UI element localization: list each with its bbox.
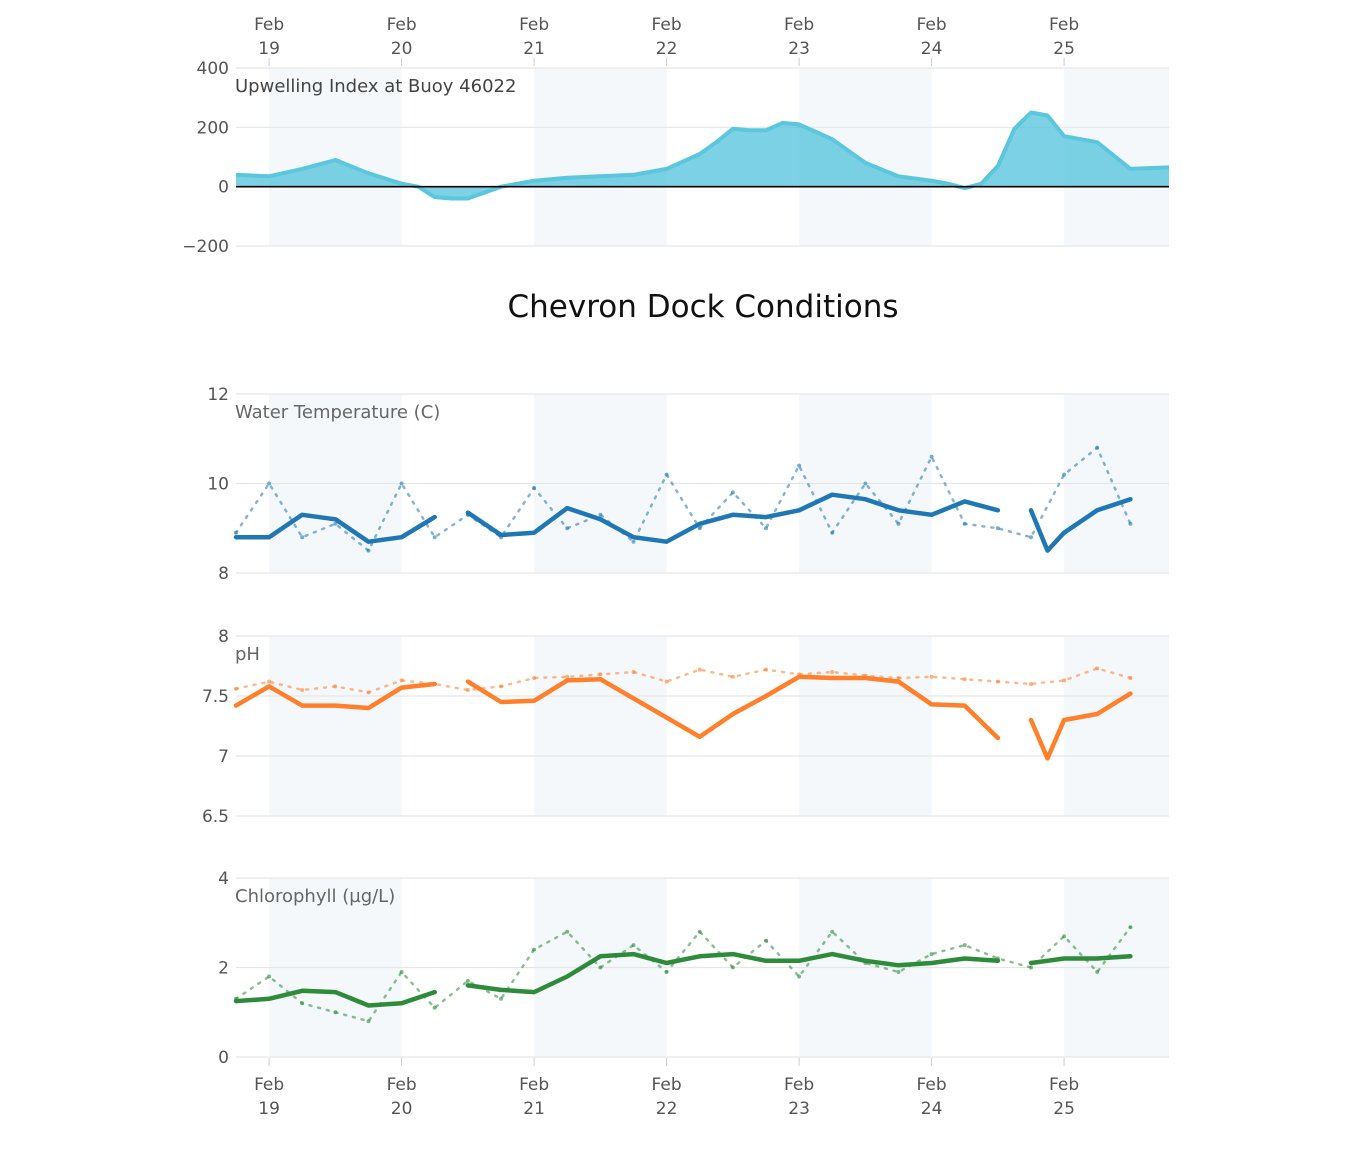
upwelling-shaded-band [534,68,667,246]
chlorophyll-smoothed-line [233,951,1133,1008]
ph-y-tick-label: 7.5 [202,687,229,707]
top-x-tick-month: Feb [519,15,549,35]
chlorophyll-raw-point [929,952,934,957]
ph-y-tick-label: 7 [218,747,229,767]
ph-y-tick-label: 8 [218,627,229,647]
top-x-tick-month: Feb [1049,15,1079,35]
temperature-y-tick-label: 8 [218,564,229,584]
bottom-x-tick-month: Feb [1049,1075,1079,1095]
chlorophyll-panel: 4 2 0 Chlorophyll (µg/L) [218,869,1169,1068]
chlorophyll-y-tick-label: 2 [218,959,229,979]
ph-shaded-band [534,636,667,816]
chlorophyll-raw-point [962,943,967,948]
ph-raw-line [234,667,1132,694]
temperature-y-tick-label: 12 [207,385,229,405]
temperature-raw-point [995,526,1000,531]
bottom-x-tick-month: Feb [652,1075,682,1095]
bottom-x-axis: Feb 19 Feb 20 Feb 21 Feb 22 Feb 23 Feb 24 Feb 25 [254,1058,1079,1119]
bottom-x-tick-month: Feb [917,1075,947,1095]
bottom-x-tick-month: Feb [784,1075,814,1095]
upwelling-y-tick-label: 200 [197,118,229,138]
temperature-y-tick-label: 10 [207,475,229,495]
chlorophyll-raw-point [896,970,901,974]
upwelling-shaded-band [269,68,402,246]
bottom-x-tick-month: Feb [387,1075,417,1095]
temperature-raw-point [267,481,272,486]
temperature-raw-point [432,535,437,540]
chlorophyll-y-tick-label: 0 [218,1048,229,1068]
chlorophyll-raw-point [995,956,1000,961]
upwelling-y-tick-label: −200 [182,237,229,257]
temperature-raw-point [333,521,338,526]
top-x-tick-month: Feb [917,15,947,35]
bottom-x-tick-day: 25 [1053,1099,1075,1119]
bottom-x-tick-day: 24 [921,1099,943,1119]
bottom-x-tick-day: 20 [391,1099,413,1119]
chlorophyll-raw-point [830,929,835,934]
top-x-tick-day: 21 [523,39,545,59]
temperature-raw-point [797,463,802,468]
upwelling-panel-title: Upwelling Index at Buoy 46022 [235,76,516,97]
ph-shaded-band [1064,636,1169,816]
top-x-tick-day: 23 [788,39,810,59]
upwelling-y-tick-label: 400 [197,59,229,79]
top-x-tick-day: 24 [921,39,943,59]
temperature-raw-point [631,539,636,544]
top-x-tick-month: Feb [254,15,284,35]
ph-shaded-band [799,636,932,816]
ph-raw-point [929,674,934,679]
chlorophyll-raw-point [465,978,470,983]
top-x-tick-day: 20 [391,39,413,59]
ph-panel-title: pH [235,644,260,665]
upwelling-y-tick-label: 0 [218,178,229,198]
temperature-panel-title: Water Temperature (C) [235,402,440,423]
ph-raw-point [1062,678,1067,683]
chlorophyll-y-tick-label: 4 [218,869,229,889]
temperature-raw-line [234,445,1132,553]
bottom-x-tick-month: Feb [519,1075,549,1095]
bottom-x-tick-day: 22 [656,1099,678,1119]
ph-raw-point [830,670,835,674]
ph-shaded-band [269,636,402,816]
temperature-raw-point [300,535,305,540]
ph-smoothed-line [233,674,1133,761]
temperature-raw-point [863,481,868,486]
bottom-x-tick-day: 23 [788,1099,810,1119]
upwelling-area [236,112,1169,199]
upwelling-panel: 400 200 0 −200 Upwelling Index at Buoy 46022 [182,59,1170,257]
page-title: Chevron Dock Conditions [507,289,898,325]
ph-y-tick-label: 6.5 [202,807,229,827]
temperature-raw-point [499,535,503,540]
top-x-tick-day: 22 [656,39,678,59]
ph-raw-point [432,682,437,686]
temperature-raw-point [929,454,934,459]
ph-raw-point [565,674,570,679]
bottom-x-tick-day: 21 [523,1099,545,1119]
top-x-tick-day: 25 [1053,39,1075,59]
top-x-axis: Feb 19 Feb 20 Feb 21 Feb 22 Feb 23 Feb 24 Feb 25 [254,15,1079,66]
ph-panel: 8 7.5 7 6.5 pH [202,627,1169,827]
chlorophyll-panel-title: Chlorophyll (µg/L) [235,886,395,907]
temperature-raw-point [399,481,404,486]
upwelling-line [235,110,1170,201]
top-x-tick-day: 19 [258,39,280,59]
bottom-x-tick-day: 19 [258,1099,280,1119]
temperature-raw-point [1029,535,1033,540]
top-x-tick-month: Feb [387,15,417,35]
top-x-tick-month: Feb [652,15,682,35]
ph-raw-point [300,688,305,692]
chlorophyll-raw-line [234,925,1132,1023]
top-x-tick-month: Feb [784,15,814,35]
bottom-x-tick-month: Feb [254,1075,284,1095]
temperature-panel: 12 10 8 Water Temperature (C) [207,385,1169,584]
ph-raw-point [697,667,702,672]
ph-raw-point [1029,682,1033,686]
